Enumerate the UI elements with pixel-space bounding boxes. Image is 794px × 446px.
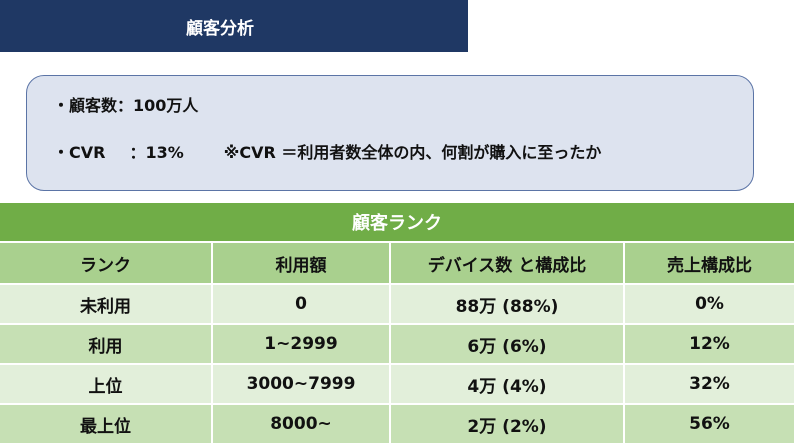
table-caption-row: 顧客ランク [0,203,794,243]
devices-cell: 4万 (4%) [390,364,625,405]
table-row: 上位 3000~7999 4万 (4%) 32% [0,364,794,405]
sales-share-cell: 12% [624,324,794,365]
rank-cell: 最上位 [0,404,213,445]
table-row: 未利用 0 88万 (88%) 0% [0,284,794,325]
customer-count-label: ・顧客数： [53,96,134,115]
sales-share-cell: 0% [624,284,794,325]
table-caption: 顧客ランク [0,203,794,243]
cvr-line: ・CVR ：13% ※CVR ＝利用者数全体の内、何割が購入に至ったか [53,139,601,163]
spend-cell: 1~2999 [212,324,391,365]
column-header-devices: デバイス数 と構成比 [390,242,625,285]
sales-share-cell: 56% [624,404,794,445]
devices-cell: 88万 (88%) [390,284,625,325]
table-row: 最上位 8000~ 2万 (2%) 56% [0,404,794,445]
customer-rank-table: 顧客ランク ランク 利用額 デバイス数 と構成比 売上構成比 未利用 0 88万… [0,203,794,445]
sales-share-cell: 32% [624,364,794,405]
column-header-spend: 利用額 [212,242,391,285]
table-header-row: ランク 利用額 デバイス数 と構成比 売上構成比 [0,242,794,285]
spend-cell: 3000~7999 [212,364,391,405]
table-row: 利用 1~2999 6万 (6%) 12% [0,324,794,365]
column-header-rank: ランク [0,242,213,285]
spend-cell: 8000~ [212,404,391,445]
rank-cell: 未利用 [0,284,213,325]
page-title: 顧客分析 [186,18,254,39]
devices-cell: 2万 (2%) [390,404,625,445]
devices-cell: 6万 (6%) [390,324,625,365]
customer-count-value: 100万人 [133,96,199,115]
cvr-value: 13% [145,143,184,162]
cvr-label: ・CVR [53,143,106,162]
customer-count-line: ・顧客数：100万人 [53,92,198,116]
spend-cell: 0 [212,284,391,325]
cvr-note: ※CVR ＝利用者数全体の内、何割が購入に至ったか [223,143,602,162]
rank-cell: 上位 [0,364,213,405]
rank-cell: 利用 [0,324,213,365]
cvr-separator: ： [129,143,146,162]
column-header-sales-share: 売上構成比 [624,242,794,285]
page-title-bar: 顧客分析 [0,0,468,52]
summary-box: ・顧客数：100万人 ・CVR ：13% ※CVR ＝利用者数全体の内、何割が購入に… [26,75,754,191]
